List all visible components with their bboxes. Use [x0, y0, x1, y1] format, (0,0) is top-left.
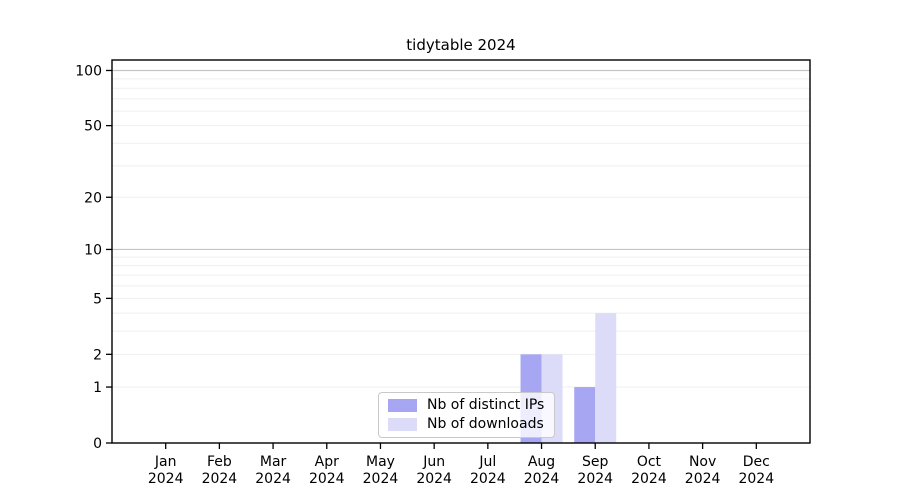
bar-nb-of-downloads-sep: [595, 313, 617, 443]
x-tick-label-year: 2024: [416, 471, 452, 487]
y-tick-label: 100: [75, 63, 102, 79]
x-tick-label-year: 2024: [363, 471, 399, 487]
x-tick-label-year: 2024: [202, 471, 238, 487]
x-tick-label-month: Apr: [315, 454, 339, 470]
chart-title: tidytable 2024: [406, 36, 516, 54]
x-tick-label-year: 2024: [685, 471, 721, 487]
y-tick-label: 5: [93, 291, 102, 307]
y-tick-label: 2: [93, 347, 102, 363]
legend-swatch-distinct-ips: [388, 399, 417, 412]
y-tick-label: 1: [93, 380, 102, 396]
bar-nb-of-distinct-ips-sep: [574, 387, 596, 443]
x-tick-label-year: 2024: [577, 471, 613, 487]
legend-entry-distinct-ips: Nb of distinct IPs: [388, 398, 544, 413]
x-tick-label-month: Oct: [637, 454, 662, 470]
x-tick-label-month: Sep: [582, 454, 609, 470]
x-tick-label-month: Dec: [743, 454, 770, 470]
x-tick-label-month: May: [366, 454, 395, 470]
x-tick-label-month: Jul: [478, 454, 496, 470]
y-tick-label: 50: [84, 119, 102, 135]
x-tick-label-year: 2024: [738, 471, 774, 487]
x-tick-label-year: 2024: [148, 471, 184, 487]
x-tick-label-month: Mar: [260, 454, 287, 470]
legend-entry-downloads: Nb of downloads: [388, 417, 544, 432]
y-tick-label: 10: [84, 242, 102, 258]
legend-swatch-downloads: [388, 418, 417, 431]
x-tick-label-year: 2024: [631, 471, 667, 487]
x-tick-label-year: 2024: [255, 471, 291, 487]
x-tick-label-month: Aug: [528, 454, 555, 470]
legend-label-downloads: Nb of downloads: [427, 416, 544, 432]
x-tick-label-year: 2024: [470, 471, 506, 487]
x-tick-label-month: Jan: [154, 454, 177, 470]
y-tick-label: 20: [84, 190, 102, 206]
y-tick-label: 0: [93, 436, 102, 452]
x-tick-label-month: Feb: [207, 454, 232, 470]
plot-frame: [111, 59, 811, 444]
x-tick-label-month: Nov: [689, 454, 716, 470]
legend-label-distinct-ips: Nb of distinct IPs: [427, 397, 545, 413]
x-tick-label-year: 2024: [309, 471, 345, 487]
x-tick-label-month: Jun: [422, 454, 445, 470]
legend: Nb of distinct IPs Nb of downloads: [378, 392, 556, 438]
x-tick-label-year: 2024: [524, 471, 560, 487]
